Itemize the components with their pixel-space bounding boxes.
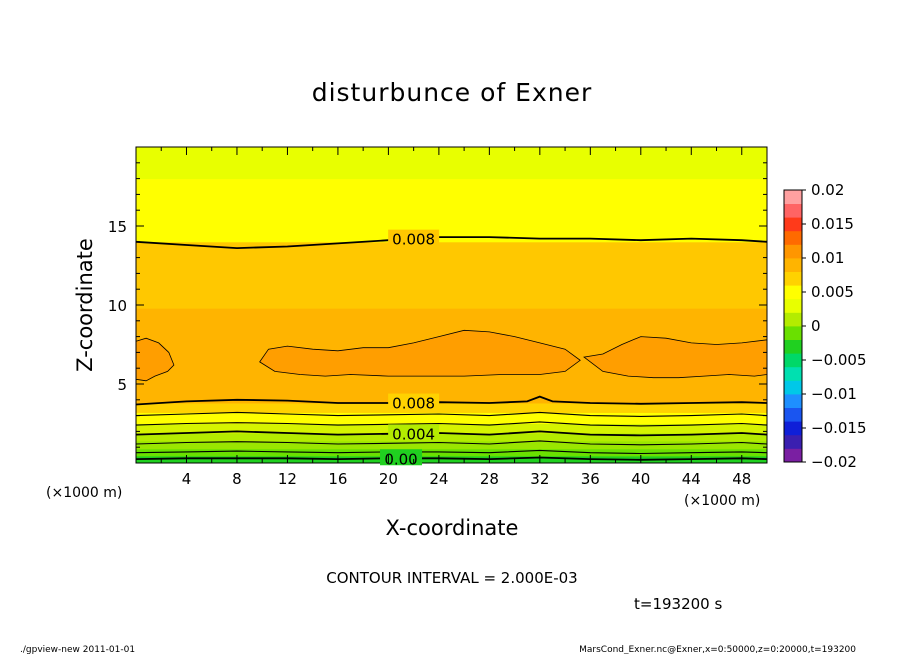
colorbar-segment-5 <box>784 380 802 395</box>
colorbar-segment-0 <box>784 448 802 463</box>
colorbar-segment-13 <box>784 271 802 286</box>
plot-area <box>136 147 767 463</box>
y-tick-label-1: 10 <box>108 297 127 315</box>
fill-band-9 <box>136 178 767 243</box>
y-axis-unit: (×1000 m) <box>46 485 122 501</box>
colorbar-segment-9 <box>784 326 802 340</box>
y-tick-label-2: 15 <box>108 218 127 236</box>
orange-patch-2 <box>583 336 767 379</box>
chart-title: disturbunce of Exner <box>312 78 593 107</box>
contour-line-2 <box>136 411 767 417</box>
fill-band-2 <box>136 440 767 450</box>
colorbar-tick-label-3: 0.005 <box>811 283 854 301</box>
x-tick-label-3: 16 <box>328 470 347 488</box>
contour-label-bg-1 <box>388 393 440 410</box>
x-tick-label-0: 4 <box>182 470 192 488</box>
fill-band-8 <box>136 241 767 309</box>
fill-band-3 <box>136 432 767 442</box>
x-axis-ticks: 4 8 12 16 20 24 28 32 36 40 44 48 <box>160 147 751 488</box>
contour-line-6 <box>136 449 767 455</box>
fill-band-4 <box>136 423 767 434</box>
colorbar-segment-7 <box>784 353 802 368</box>
x-axis-unit: (×1000 m) <box>684 493 760 509</box>
orange-patch-0 <box>136 337 175 382</box>
y-tick-label-0: 5 <box>117 376 127 394</box>
colorbar-tick-label-5: −0.005 <box>811 351 867 369</box>
x-tick-label-8: 36 <box>581 470 600 488</box>
colorbar-tick-label-8: −0.02 <box>811 453 857 471</box>
orange-patches <box>136 329 767 382</box>
x-tick-label-6: 28 <box>480 470 499 488</box>
colorbar-segment-4 <box>784 394 802 408</box>
colorbar-tick-label-6: −0.01 <box>811 385 857 403</box>
fill-bands <box>136 147 767 463</box>
x-tick-label-2: 12 <box>278 470 297 488</box>
colorbar-segment-16 <box>784 230 802 245</box>
contour-label-1: 0.008 <box>392 395 435 413</box>
footer-right: MarsCond_Exner.nc@Exner,x=0:50000,z=0:20… <box>579 645 856 654</box>
x-tick-label-5: 24 <box>429 470 448 488</box>
footer-left: ./gpview-new 2011-01-01 <box>20 645 135 654</box>
x-tick-label-1: 8 <box>232 470 242 488</box>
time-note: t=193200 s <box>634 595 722 613</box>
contour-line-0 <box>136 236 767 250</box>
x-tick-label-7: 32 <box>530 470 549 488</box>
colorbar-segment-15 <box>784 244 802 259</box>
fill-band-6 <box>136 402 767 413</box>
fill-band-10 <box>136 147 767 180</box>
x-tick-label-11: 48 <box>732 470 751 488</box>
x-tick-label-9: 40 <box>631 470 650 488</box>
colorbar-segment-12 <box>784 285 802 300</box>
y-axis-ticks: 5 10 15 <box>108 162 767 448</box>
x-tick-label-4: 20 <box>379 470 398 488</box>
colorbar-segment-10 <box>784 312 802 327</box>
contour-line-5 <box>136 440 767 446</box>
contour-lines <box>136 236 767 461</box>
colorbar-segment-3 <box>784 407 802 422</box>
fill-band-5 <box>136 412 767 424</box>
contour-line-7 <box>136 456 767 461</box>
contour-label-2: 0.004 <box>392 425 435 443</box>
contour-label-3: 0.00 <box>384 450 417 468</box>
fill-band-0 <box>136 455 767 463</box>
y-axis-label: Z-coordinate <box>73 238 97 372</box>
colorbar <box>784 190 802 463</box>
x-tick-label-10: 44 <box>682 470 701 488</box>
colorbar-ticks: 0.02 0.015 0.01 0.005 0 −0.005 −0.01 −0.015 −0.0… <box>802 181 867 471</box>
contour-interval-note: CONTOUR INTERVAL = 2.000E-03 <box>326 569 577 587</box>
colorbar-segment-19 <box>784 190 802 204</box>
contour-label-bg-0 <box>388 229 440 246</box>
colorbar-segment-8 <box>784 339 802 354</box>
colorbar-tick-label-2: 0.01 <box>811 249 844 267</box>
colorbar-tick-label-4: 0 <box>811 317 821 335</box>
colorbar-segment-14 <box>784 258 802 272</box>
colorbar-tick-label-0: 0.02 <box>811 181 844 199</box>
colorbar-segment-6 <box>784 366 802 381</box>
colorbar-segment-2 <box>784 421 802 436</box>
colorbar-tick-label-7: −0.015 <box>811 419 867 437</box>
contour-line-3 <box>136 421 767 427</box>
contour-label-bg-2 <box>388 424 440 441</box>
colorbar-segment-18 <box>784 203 802 218</box>
contour-line-1 <box>136 395 767 406</box>
colorbar-segment-11 <box>784 298 802 313</box>
contour-line-4 <box>136 430 767 437</box>
contour-label-0: 0.008 <box>392 231 435 249</box>
orange-patch-1 <box>259 329 581 377</box>
colorbar-segment-17 <box>784 217 802 232</box>
contour-labels: 0.008 0.008 0.004 0.00 <box>380 229 440 468</box>
colorbar-segment-1 <box>784 434 802 449</box>
contour-label-bg-3 <box>380 449 423 466</box>
colorbar-tick-label-1: 0.015 <box>811 215 854 233</box>
x-axis-label: X-coordinate <box>386 516 519 540</box>
